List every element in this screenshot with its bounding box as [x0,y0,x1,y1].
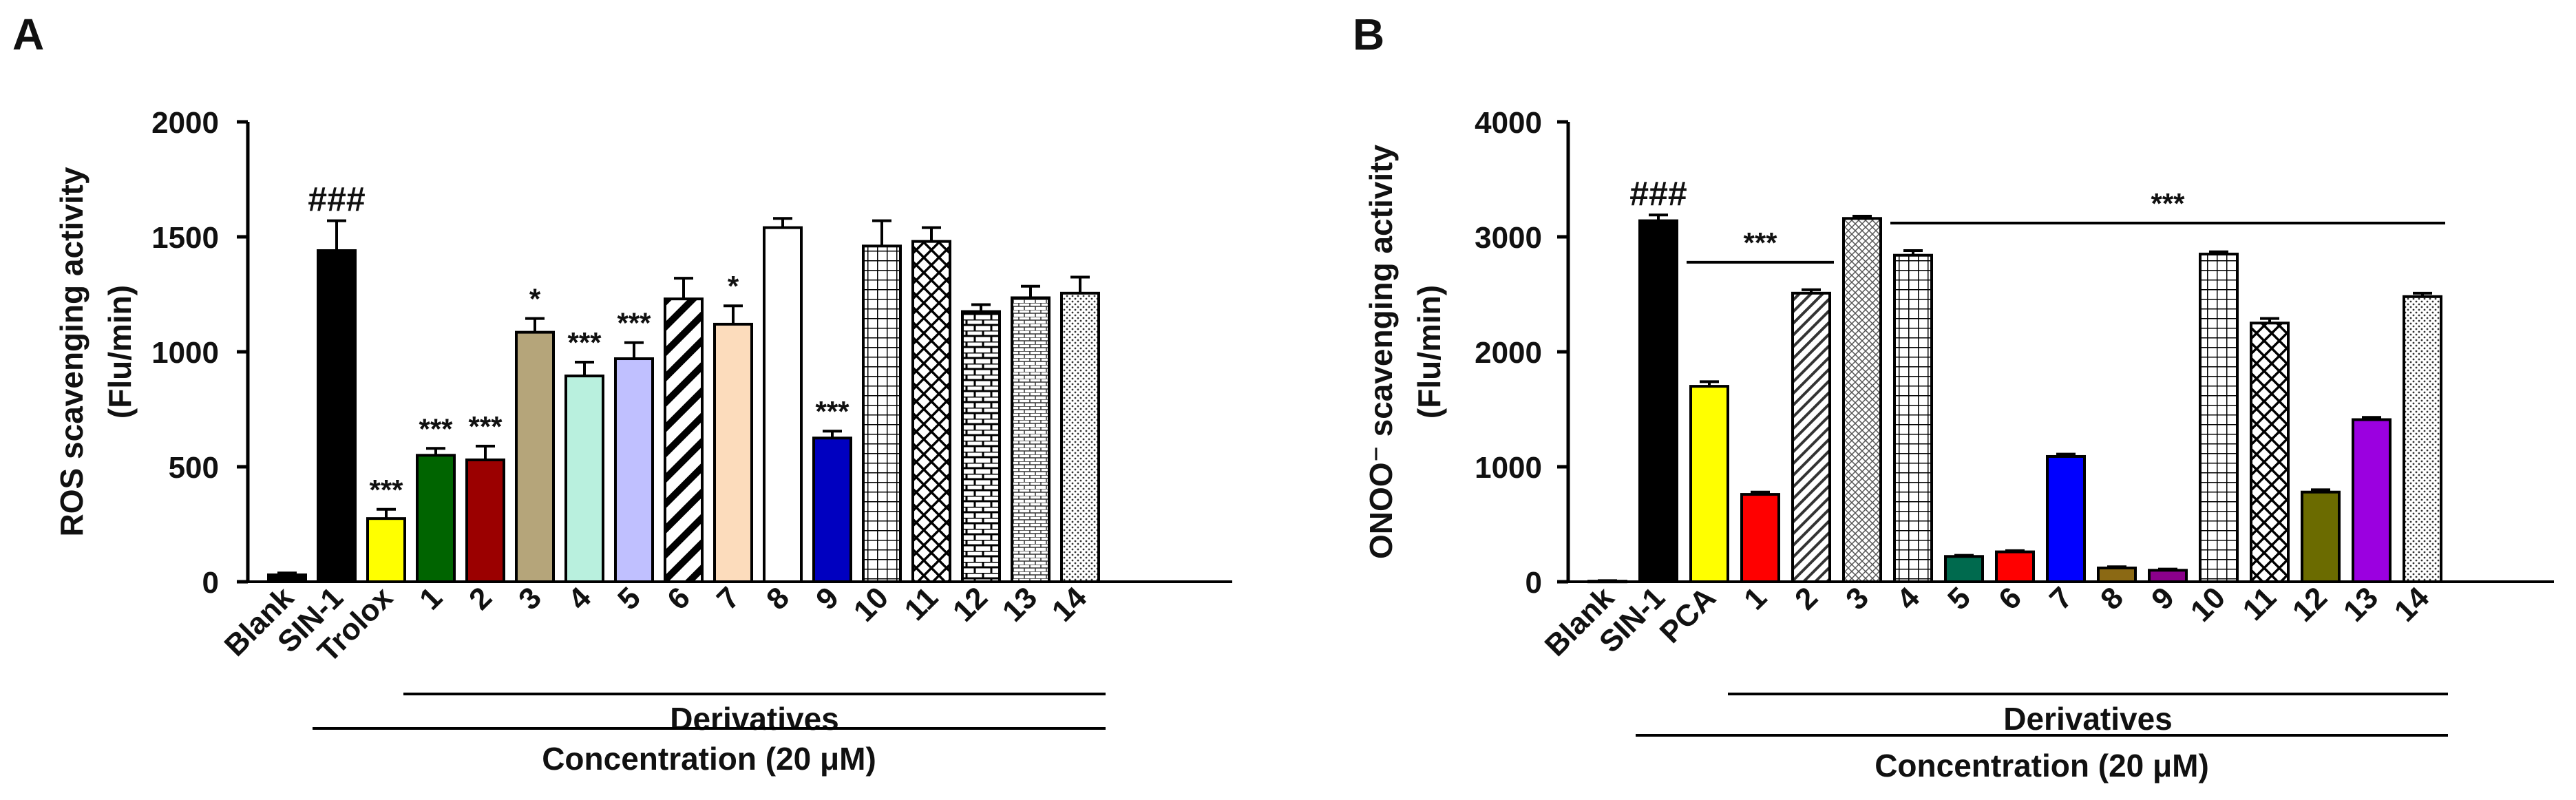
bar-8 [763,226,803,583]
bar-Blank [267,573,307,583]
y-axis-label: ONOO⁻ scavenging activity [1363,145,1399,559]
bar-11 [911,240,951,583]
x-tick-label: 10 [847,580,895,628]
bar-10 [2199,253,2239,583]
bar-14 [1060,291,1100,583]
significance-label: *** [617,307,651,339]
bar-5 [1944,555,1984,584]
bar-5 [614,357,654,584]
bar-14 [2403,295,2442,583]
y-tick-label: 0 [202,566,219,600]
y-tick-label: 4000 [1475,106,1542,140]
x-tick-label: 10 [2184,580,2232,628]
bar-2 [1791,291,1831,583]
y-tick-label: 500 [169,451,219,485]
significance-label: *** [567,326,602,359]
bar-3 [515,330,555,583]
x-tick-label: 7 [2043,580,2079,616]
significance-label: *** [2151,187,2185,220]
x-tick-label: 4 [562,580,598,616]
y-tick-label: 1000 [1475,451,1542,485]
x-tick-label: 11 [2237,580,2283,627]
panel-label-a: A [12,10,44,59]
y-axis-label: ROS scavenging activity [54,167,89,536]
significance-label: * [728,270,739,302]
bar-4 [564,375,604,583]
x-tick-label: 2 [463,580,498,616]
y-tick-label: 2000 [151,106,219,140]
bar-2 [465,458,505,583]
bar-12 [961,310,1001,583]
x-tick-label: 14 [2388,580,2436,629]
significance-label: *** [815,395,849,428]
x-tick-label: 6 [661,580,697,616]
x-tick-label: 3 [512,580,548,616]
x-tick-label: 1 [413,580,449,616]
bar-PCA [1689,385,1729,583]
significance-label: *** [369,474,403,506]
x-tick-label: 12 [947,580,994,628]
x-axis-label: Concentration (20 μM) [542,741,876,777]
bar-7 [713,322,753,583]
y-tick-label: 3000 [1475,221,1542,255]
x-tick-label: 9 [2145,580,2181,616]
y-axis-label: (Flu/min) [102,285,138,419]
bar-SIN-1 [317,249,357,583]
bar-6 [664,297,704,583]
significance-label: ### [308,180,365,219]
chart-panel-b: 0 1000 2000 3000 4000 ONOO⁻ scavenging activi… [1363,106,2554,783]
x-tick-label: 11 [898,580,945,627]
significance-label: *** [1743,227,1777,259]
y-tick-label: 2000 [1475,336,1542,370]
x-tick-label: 12 [2286,580,2334,628]
y-tick-label: 1000 [151,336,219,370]
x-tick-label: 5 [611,580,647,616]
bar-13 [1011,296,1051,583]
x-tick-label: PCA [1654,580,1722,649]
x-tick-label: 5 [1941,580,1977,616]
bar-1 [1740,493,1780,584]
bar-9 [2148,569,2188,583]
bar-12 [2301,490,2341,583]
x-tick-label: 14 [1046,580,1094,629]
bar-10 [862,244,902,583]
bar-8 [2097,566,2137,584]
y-tick-label: 0 [1525,566,1542,600]
significance-label: *** [468,410,503,443]
x-tick-label: 13 [2337,580,2385,628]
x-tick-label: 4 [1890,580,1926,616]
bar-7 [2046,454,2086,583]
bar-3 [1842,217,1882,583]
group-label-derivatives: Derivatives [670,701,839,737]
significance-label: * [529,283,541,315]
x-tick-label: 13 [996,580,1044,628]
bar-6 [1995,550,2035,584]
panel-label-b: B [1353,10,1384,59]
significance-label: ### [1629,174,1687,213]
chart-panel-a: 0 500 1000 1500 2000 ROS scavenging activity (… [54,106,1232,777]
significance-label: *** [419,412,453,445]
x-tick-label: 2 [1788,580,1824,616]
group-label-derivatives: Derivatives [2003,701,2173,737]
x-tick-label: 9 [810,580,845,616]
bar-11 [2250,322,2290,583]
x-tick-label: 6 [1992,580,2028,616]
y-axis-label: (Flu/min) [1411,285,1447,419]
x-tick-label: 1 [1738,580,1773,616]
y-tick-label: 1500 [151,221,219,255]
x-tick-label: 8 [760,580,796,616]
bar-SIN-1 [1638,219,1678,583]
x-tick-label: 8 [2094,580,2130,616]
x-tick-label: 7 [710,580,746,616]
x-tick-label: 3 [1839,580,1875,616]
bar-9 [812,436,852,583]
x-axis-label: Concentration (20 μM) [1875,748,2209,783]
bar-13 [2352,418,2392,584]
bar-4 [1893,253,1933,583]
bar-1 [416,454,456,583]
bar-Trolox [366,517,406,584]
